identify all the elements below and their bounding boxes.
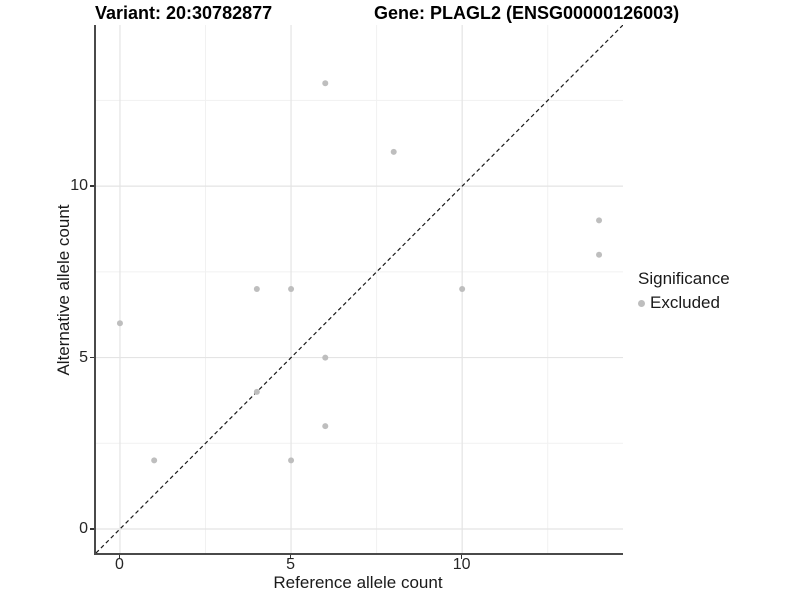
data-point [287, 286, 294, 292]
y-tick-label: 10 [70, 177, 88, 195]
y-tick-mark [89, 185, 94, 187]
data-point [321, 354, 328, 361]
x-tick-label: 5 [286, 556, 295, 573]
y-tick-label: 0 [79, 520, 88, 537]
data-point [253, 388, 260, 395]
y-tick-mark [89, 528, 94, 530]
legend-title: Significance [638, 269, 730, 288]
data-point [150, 457, 157, 464]
data-point [595, 251, 602, 258]
x-tick-label: 0 [115, 556, 124, 573]
x-tick-mark [460, 555, 463, 559]
plot-panel [95, 25, 623, 553]
legend: Significance Excluded [638, 269, 730, 313]
y-axis-line [93, 25, 96, 555]
data-point [595, 217, 602, 224]
data-point [116, 320, 123, 327]
x-tick-label: 10 [452, 556, 471, 573]
x-tick-mark [289, 555, 292, 559]
legend-item-excluded: Excluded [638, 293, 730, 313]
y-tick-label: 5 [79, 348, 88, 366]
x-axis-line [93, 553, 623, 555]
y-tick-mark [89, 356, 94, 359]
data-point [321, 80, 328, 87]
x-tick-mark [118, 555, 121, 559]
legend-point-icon [638, 299, 645, 307]
variant-title: Variant: 20:30782877 [95, 3, 273, 23]
data-point [458, 286, 465, 292]
data-point [321, 423, 328, 430]
gene-title: Gene: PLAGL2 (ENSG00000126003) [374, 3, 680, 23]
data-point [287, 457, 294, 464]
y-axis-title-wrap: Alternative allele count [54, 10, 74, 570]
x-axis-title: Reference allele count [273, 573, 443, 592]
identity-line [95, 25, 623, 553]
legend-item-label: Excluded [650, 293, 720, 312]
data-point [390, 148, 397, 155]
data-point [253, 286, 260, 292]
